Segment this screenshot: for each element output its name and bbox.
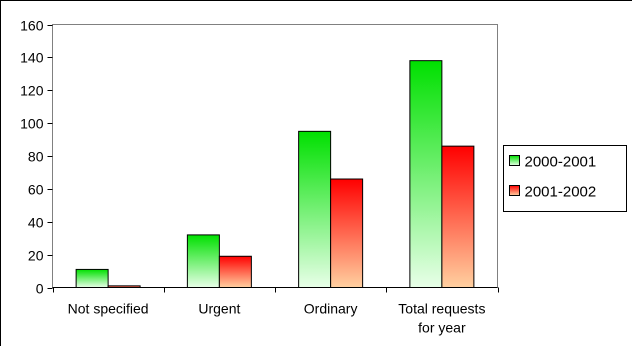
x-tick-label: Total requests [398,301,485,317]
bar-2000-2001-not-specified [75,268,109,289]
bar-2001-2002-total-requests-for-year [441,145,475,288]
y-tick-label: 100 [20,116,44,132]
bars-group [75,60,475,289]
legend-box [503,145,627,212]
x-axis: Not specified Urgent Ordinary Total request… [52,287,499,336]
y-tick-label: 80 [28,149,44,165]
y-axis: 0 20 40 60 80 100 120 140 160 [20,18,53,297]
y-tick-label: 140 [20,50,44,66]
x-tick-label: Ordinary [304,301,358,317]
bar-2000-2001-ordinary [298,130,332,288]
legend-swatch-2000-2001 [509,155,520,166]
bar-2001-2002-ordinary [330,178,364,288]
y-tick-label: 60 [28,182,44,198]
bar-2001-2002-not-specified [107,285,141,289]
y-tick-label: 20 [28,248,44,264]
legend: 2000-2001 2001-2002 [503,145,627,212]
x-tick-label: for year [418,320,466,336]
y-tick-label: 0 [36,281,44,297]
bar-2001-2002-urgent [218,255,252,288]
legend-swatch-2001-2002 [509,185,520,196]
y-tick-label: 120 [20,83,44,99]
x-tick-label: Urgent [198,301,240,317]
legend-label: 2001-2002 [525,184,597,201]
bar-2000-2001-total-requests-for-year [409,60,443,288]
x-tick-label: Not specified [68,301,149,317]
legend-label: 2000-2001 [525,154,597,171]
bar-2000-2001-urgent [186,234,220,288]
y-tick-label: 160 [20,18,44,34]
y-tick-label: 40 [28,215,44,231]
